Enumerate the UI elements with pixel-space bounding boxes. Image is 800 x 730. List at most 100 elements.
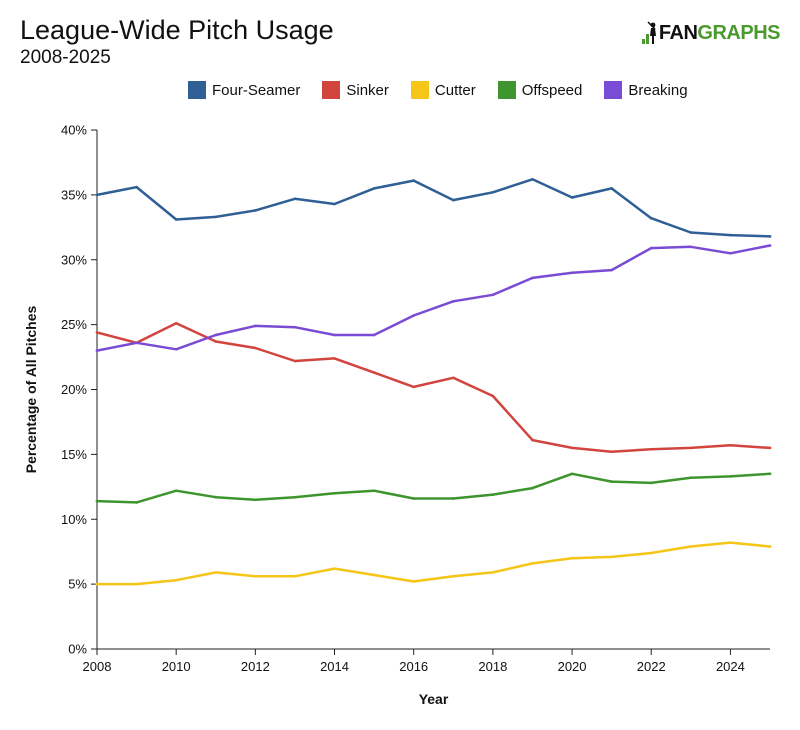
data-point	[570, 271, 574, 275]
data-point	[531, 178, 534, 181]
data-point	[570, 446, 574, 450]
data-point	[412, 385, 416, 389]
x-tick-label: 2012	[241, 659, 270, 674]
data-point	[689, 545, 693, 548]
data-point	[412, 497, 416, 500]
data-point	[293, 575, 297, 578]
legend-label: Four-Seamer	[212, 81, 301, 99]
x-axis-title: Year	[419, 691, 449, 707]
data-point	[768, 446, 772, 450]
logo-text-graphs: GRAPHS	[697, 22, 780, 44]
y-tick-label: 5%	[68, 577, 87, 592]
chart-axes: 0% 5% 10% 15% 20% 25% 30% 35% 40% 2008 2010 2012 201…	[61, 123, 770, 674]
data-point	[689, 476, 693, 480]
legend-swatch	[322, 81, 341, 99]
data-point	[729, 444, 732, 447]
data-point	[768, 545, 772, 548]
data-point	[491, 493, 495, 496]
data-point	[95, 331, 99, 334]
data-point	[372, 489, 376, 493]
data-point	[174, 322, 178, 325]
legend-swatch	[497, 81, 516, 99]
data-point	[174, 348, 178, 351]
data-point	[452, 376, 455, 380]
y-axis-title: Percentage of All Pitches	[23, 306, 39, 474]
series-line-offspeed	[95, 472, 772, 504]
data-point	[333, 202, 336, 206]
data-point	[333, 492, 336, 495]
legend-item-four-seamer: Four-Seamer	[188, 81, 300, 99]
data-point	[570, 556, 574, 560]
batter-logo-icon	[641, 21, 656, 44]
data-point	[729, 475, 732, 478]
x-tick-label: 2008	[83, 659, 112, 674]
legend-item-cutter: Cutter	[410, 81, 476, 99]
data-point	[649, 216, 653, 220]
data-point	[412, 314, 416, 317]
data-point	[452, 198, 455, 202]
data-point	[135, 501, 138, 504]
legend-label: Offspeed	[521, 81, 583, 99]
data-point	[254, 209, 257, 212]
y-tick-label: 15%	[61, 447, 87, 462]
chart-series-lines	[95, 178, 772, 586]
data-point	[689, 231, 693, 234]
data-point	[135, 341, 138, 345]
data-point	[174, 578, 178, 582]
data-point	[372, 573, 376, 577]
data-point	[254, 346, 257, 350]
data-point	[570, 196, 574, 199]
legend-label: Sinker	[346, 81, 389, 99]
chart-title: League-Wide Pitch Usage	[20, 15, 334, 45]
data-point	[333, 357, 336, 360]
data-point	[254, 324, 257, 328]
data-point	[293, 359, 297, 363]
data-point	[214, 215, 218, 219]
data-point	[412, 580, 416, 583]
data-point	[214, 333, 218, 337]
data-point	[729, 541, 732, 544]
data-point	[95, 349, 99, 352]
data-point	[649, 551, 653, 555]
data-point	[95, 582, 99, 586]
x-tick-label: 2024	[716, 659, 745, 674]
data-point	[649, 447, 653, 451]
data-point	[689, 446, 693, 450]
data-point	[293, 495, 297, 499]
data-point	[729, 233, 732, 237]
data-point	[491, 293, 495, 297]
data-point	[214, 495, 218, 499]
data-point	[649, 481, 653, 485]
data-point	[293, 325, 297, 329]
data-point	[135, 582, 138, 586]
x-tick-label: 2018	[478, 659, 507, 674]
chart-subtitle: 2008-2025	[20, 47, 111, 68]
data-point	[649, 246, 653, 250]
data-point	[452, 497, 455, 500]
series-line-cutter	[95, 541, 772, 586]
data-point	[729, 252, 732, 255]
data-point	[570, 472, 574, 476]
x-tick-label: 2016	[399, 659, 428, 674]
data-point	[254, 575, 257, 578]
data-point	[491, 571, 495, 574]
data-point	[610, 268, 613, 272]
data-point	[531, 486, 534, 490]
logo-text-fan: FAN	[658, 22, 698, 44]
fangraphs-logo: FANGRAPHS	[641, 20, 780, 46]
data-point	[372, 187, 376, 190]
y-tick-label: 25%	[61, 317, 87, 332]
data-point	[372, 333, 376, 337]
data-point	[491, 394, 495, 398]
legend-label: Breaking	[628, 81, 688, 99]
y-tick-label: 0%	[68, 642, 87, 657]
data-point	[768, 235, 772, 238]
legend-item-breaking: Breaking	[604, 81, 688, 99]
legend-label: Cutter	[434, 81, 476, 99]
data-point	[135, 185, 138, 189]
data-point	[531, 562, 534, 565]
data-point	[372, 371, 376, 374]
y-tick-label: 20%	[61, 382, 87, 397]
data-point	[531, 276, 534, 280]
